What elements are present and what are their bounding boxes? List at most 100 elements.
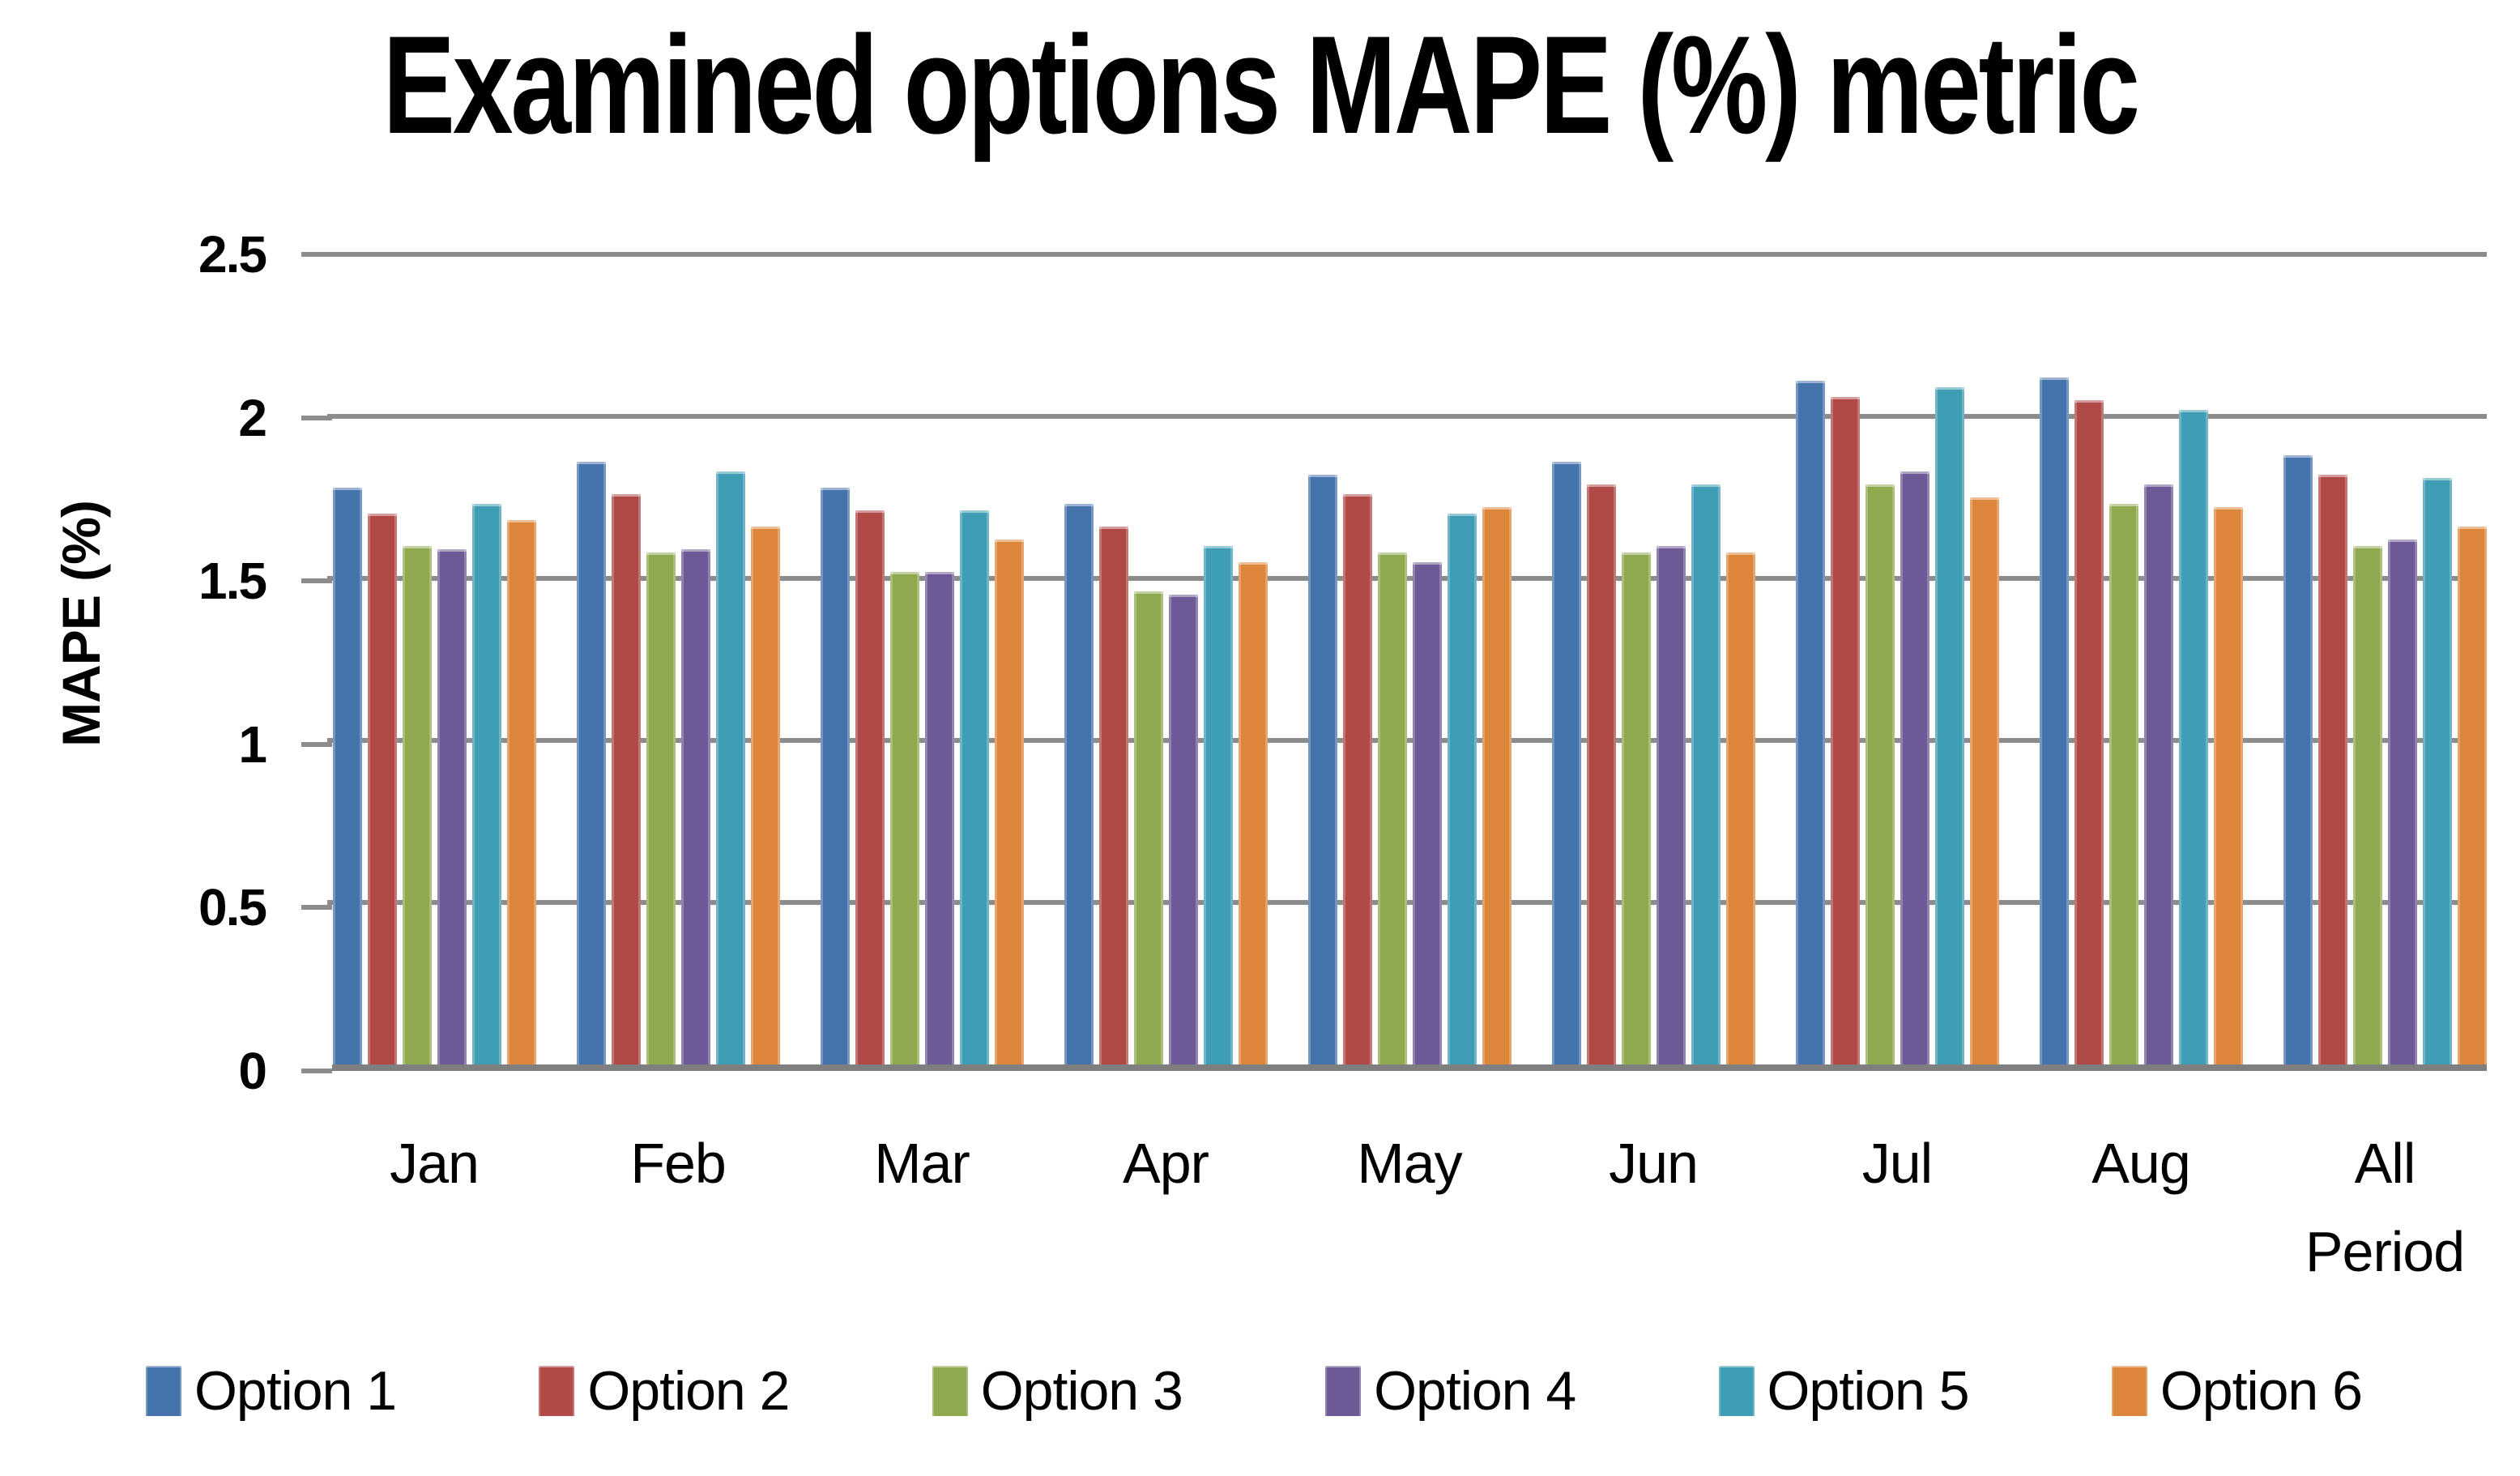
y-tick-mark: [301, 1069, 332, 1073]
bar: [1691, 484, 1721, 1064]
bar: [2213, 507, 2243, 1064]
bar: [611, 494, 641, 1064]
bar-group: [1307, 254, 1512, 1064]
bar: [1656, 546, 1686, 1064]
y-tick-mark: [301, 415, 332, 420]
legend-item: Option 5: [1718, 1359, 1970, 1423]
legend-swatch: [146, 1366, 181, 1416]
y-tick-mark: [301, 905, 332, 911]
legend: Option 1 Option 2 Option 3 Option 4 Option 5…: [146, 1359, 2363, 1423]
legend-swatch: [1718, 1366, 1755, 1416]
bar: [1900, 471, 1929, 1064]
bar: [471, 504, 501, 1064]
legend-item: Option 6: [2111, 1359, 2363, 1423]
bar: [1064, 504, 1094, 1064]
x-axis-label: Jul: [1861, 1132, 1933, 1195]
bar: [994, 540, 1024, 1064]
bar: [715, 471, 745, 1064]
bar-group: [820, 254, 1024, 1064]
legend-item: Option 1: [146, 1359, 397, 1423]
legend-label: Option 4: [1374, 1360, 1576, 1422]
x-axis-label: Jun: [1609, 1132, 1699, 1195]
bar: [1969, 497, 1999, 1064]
x-axis-label: Feb: [630, 1132, 727, 1195]
bar: [2387, 540, 2417, 1064]
bar: [2039, 378, 2069, 1064]
bar: [1551, 462, 1581, 1064]
bar-group: [332, 254, 536, 1064]
y-tick-label: 2.5: [198, 225, 267, 284]
bars-container: [332, 254, 2487, 1064]
y-tick-mark: [301, 252, 332, 257]
gridline: [327, 576, 2487, 581]
y-tick-label: 0.5: [198, 878, 267, 937]
y-tick-label: 0: [238, 1042, 267, 1100]
bar: [2317, 475, 2347, 1064]
y-axis-tick-marks: [301, 252, 332, 1073]
gridline: [327, 900, 2487, 905]
bar: [1865, 484, 1895, 1064]
bar: [1098, 527, 1128, 1064]
bar: [646, 552, 676, 1064]
bar-group: [2039, 254, 2243, 1064]
bar-group: [2283, 254, 2487, 1064]
x-axis-label: Aug: [2091, 1132, 2191, 1195]
bar: [855, 510, 885, 1064]
bar: [820, 488, 850, 1064]
legend-label: Option 6: [2160, 1360, 2363, 1422]
bar: [889, 572, 919, 1064]
gridline: [327, 738, 2487, 743]
bar: [2109, 504, 2138, 1064]
bar: [1168, 595, 1198, 1064]
bar-group: [1795, 254, 1999, 1064]
y-tick-label: 1: [238, 715, 267, 774]
bar: [1307, 475, 1337, 1064]
bar: [1238, 562, 1268, 1064]
bar: [1377, 552, 1407, 1064]
bar: [2457, 527, 2487, 1064]
y-tick-label: 2: [238, 388, 267, 447]
x-axis-label: Jan: [390, 1132, 480, 1195]
legend-label: Option 2: [587, 1360, 790, 1422]
bar: [1203, 546, 1233, 1064]
legend-label: Option 3: [980, 1360, 1183, 1422]
legend-label: Option 5: [1767, 1360, 1970, 1422]
bar: [2283, 455, 2313, 1064]
legend-item: Option 4: [1325, 1359, 1576, 1423]
bar: [1482, 507, 1512, 1064]
bar: [332, 488, 362, 1064]
gridline: [327, 252, 2487, 257]
bar: [680, 549, 710, 1064]
bar-group: [1551, 254, 1755, 1064]
bar: [1830, 397, 1860, 1064]
bar: [1621, 552, 1651, 1064]
x-axis-label: May: [1357, 1132, 1462, 1195]
legend-item: Option 2: [539, 1359, 790, 1423]
bar: [2178, 410, 2208, 1064]
legend-label: Option 1: [194, 1360, 397, 1422]
legend-item: Option 3: [932, 1359, 1183, 1423]
bar: [1934, 387, 1964, 1064]
x-axis-labels: Jan Feb Mar Apr May Jun Jul Aug All Period: [332, 1120, 2487, 1295]
gridline: [327, 414, 2487, 419]
bar: [506, 520, 536, 1064]
bar-group: [1064, 254, 1268, 1064]
bar: [1342, 494, 1372, 1064]
x-axis-label: All Period: [2305, 1132, 2465, 1283]
y-axis-tick-labels: 2.5 2 1.5 1 0.5 0: [0, 225, 267, 1100]
bar: [1133, 591, 1163, 1064]
bar: [1586, 484, 1616, 1064]
bar: [2422, 478, 2452, 1064]
chart-title-text: Examined options MAPE (%) metric: [382, 7, 2139, 163]
bar-group: [576, 254, 780, 1064]
bar: [2352, 546, 2382, 1064]
bar: [1412, 562, 1442, 1064]
chart-title: Examined options MAPE (%) metric: [0, 5, 2520, 165]
bar: [402, 546, 432, 1064]
legend-swatch: [932, 1366, 968, 1416]
bar: [1795, 381, 1825, 1064]
bar: [2143, 484, 2173, 1064]
legend-swatch: [1325, 1366, 1362, 1416]
bar: [437, 549, 467, 1064]
